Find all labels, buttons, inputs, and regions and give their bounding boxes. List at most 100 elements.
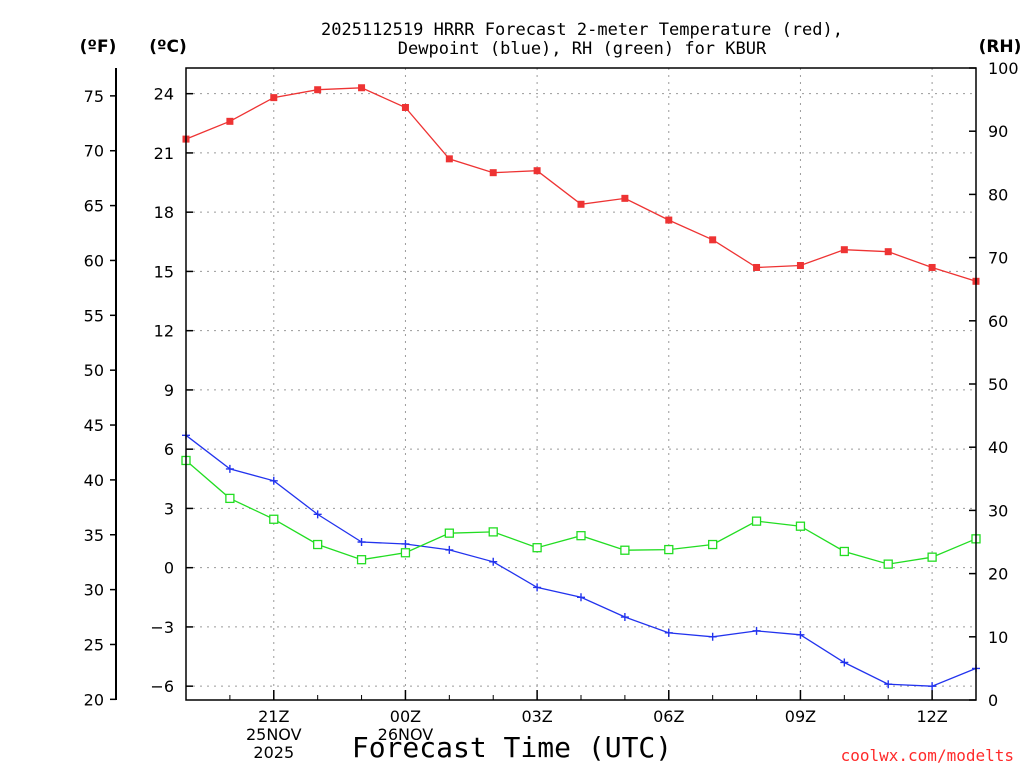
- celsius-tick-label: 9: [164, 381, 174, 400]
- relative-humidity-point: [488, 527, 498, 537]
- rh-tick-label: 0: [988, 691, 998, 710]
- celsius-unit-label: (ºC): [149, 37, 187, 57]
- fahrenheit-tick-label: 20: [84, 690, 104, 709]
- time-tick-label: 00Z: [390, 707, 421, 726]
- rh-tick-label: 100: [988, 59, 1019, 78]
- celsius-tick-label: 0: [164, 559, 174, 578]
- fahrenheit-unit-label: (ºF): [80, 37, 117, 57]
- dewpoint-point: [269, 476, 278, 485]
- fahrenheit-tick-label: 75: [84, 87, 104, 106]
- celsius-tick-label: 21: [154, 144, 174, 163]
- rh-tick-label: 40: [988, 438, 1008, 457]
- 2-meter-temperature-point: [884, 248, 892, 256]
- fahrenheit-tick-label: 55: [84, 306, 104, 325]
- 2-meter-temperature-series: [182, 84, 980, 285]
- dewpoint-point: [928, 682, 937, 691]
- chart-title: 2025112519 HRRR Forecast 2-meter Tempera…: [321, 20, 843, 40]
- dewpoint-point: [401, 539, 410, 548]
- relative-humidity-point: [751, 516, 762, 526]
- dewpoint-point: [752, 626, 761, 635]
- fahrenheit-tick-label: 45: [84, 416, 104, 435]
- x-axis-title: Forecast Time (UTC): [352, 731, 672, 764]
- series-layer: [181, 84, 981, 691]
- dewpoint-point: [489, 557, 498, 566]
- relative-humidity-point: [444, 528, 454, 538]
- fahrenheit-axis: 75 70 65 60 55 50 45 40 35 30 25 20: [84, 87, 116, 709]
- gridlines: [186, 68, 976, 700]
- celsius-tick-label: 12: [154, 322, 174, 341]
- rh-tick-label: 50: [988, 375, 1008, 394]
- fahrenheit-tick-label: 50: [84, 361, 104, 380]
- dewpoint-point: [884, 680, 893, 689]
- 2-meter-temperature-point: [577, 200, 585, 208]
- 2-meter-temperature-point: [928, 263, 936, 271]
- fahrenheit-tick-label: 70: [84, 142, 104, 161]
- dewpoint-series: [182, 431, 980, 691]
- dewpoint-point: [664, 628, 673, 637]
- 2-meter-temperature-line: [185, 87, 977, 282]
- rh-tick-label: 70: [988, 249, 1008, 268]
- rh-unit-label: (RH): [979, 37, 1022, 57]
- celsius-tick-label: 24: [154, 85, 174, 104]
- 2-meter-temperature-point: [270, 94, 278, 102]
- dewpoint-point: [796, 630, 805, 639]
- relative-humidity-point: [883, 559, 893, 569]
- time-tick-label: 09Z: [785, 707, 816, 726]
- celsius-tick-label: 3: [164, 499, 174, 518]
- fahrenheit-tick-label: 30: [84, 581, 104, 600]
- rh-tick-label: 10: [988, 628, 1008, 647]
- dewpoint-point: [313, 510, 322, 519]
- 2-meter-temperature-point: [621, 194, 629, 202]
- fahrenheit-tick-label: 60: [84, 251, 104, 270]
- dewpoint-point: [577, 593, 585, 602]
- time-tick-label: 06Z: [653, 707, 684, 726]
- dewpoint-point: [708, 632, 717, 641]
- 2-meter-temperature-point: [401, 104, 409, 111]
- fahrenheit-tick-label: 40: [84, 471, 104, 490]
- relative-humidity-point: [664, 544, 674, 555]
- chart-subtitle: Dewpoint (blue), RH (green) for KBUR: [398, 39, 767, 59]
- celsius-tick-label: −3: [150, 618, 174, 637]
- time-tick-label: 12Z: [916, 707, 947, 726]
- celsius-tick-label: 6: [164, 440, 174, 459]
- dewpoint-point: [620, 613, 629, 622]
- relative-humidity-point: [269, 514, 279, 524]
- 2-meter-temperature-point: [489, 169, 497, 177]
- fahrenheit-tick-label: 25: [84, 635, 104, 654]
- 2-meter-temperature-point: [226, 117, 234, 125]
- relative-humidity-point: [620, 545, 630, 555]
- celsius-axis: 24 21 18 15 12 9 6 3 0 −3 −6: [150, 85, 193, 696]
- 2-meter-temperature-point: [445, 155, 453, 163]
- plot-frame: [185, 67, 977, 701]
- relative-humidity-point: [576, 531, 586, 541]
- time-tick-label: 2025: [253, 743, 294, 762]
- 2-meter-temperature-point: [840, 246, 848, 254]
- 2-meter-temperature-point: [314, 86, 322, 94]
- relative-humidity-point: [839, 546, 849, 557]
- dewpoint-line: [185, 434, 977, 687]
- relative-humidity-point: [400, 548, 411, 558]
- fahrenheit-tick-label: 65: [84, 197, 104, 216]
- celsius-tick-label: 15: [154, 262, 174, 281]
- relative-humidity-point: [313, 539, 323, 550]
- relative-humidity-series: [181, 455, 981, 569]
- celsius-tick-label: −6: [150, 677, 174, 696]
- rh-tick-label: 90: [988, 122, 1008, 141]
- 2-meter-temperature-point: [358, 84, 366, 92]
- time-tick-label: 26NOV: [378, 725, 434, 744]
- relative-humidity-point: [795, 521, 806, 531]
- relative-humidity-point: [532, 543, 542, 553]
- dewpoint-point: [225, 464, 234, 473]
- fahrenheit-tick-label: 35: [84, 526, 104, 545]
- site-credit: coolwx.com/modelts: [841, 746, 1014, 765]
- rh-tick-label: 80: [988, 185, 1008, 204]
- 2-meter-temperature-point: [709, 236, 717, 244]
- 2-meter-temperature-point: [796, 262, 804, 269]
- time-tick-label: 25NOV: [246, 725, 302, 744]
- relative-humidity-point: [927, 552, 937, 562]
- rh-tick-label: 20: [988, 565, 1008, 584]
- 2-meter-temperature-point: [533, 167, 541, 175]
- relative-humidity-point: [225, 493, 235, 504]
